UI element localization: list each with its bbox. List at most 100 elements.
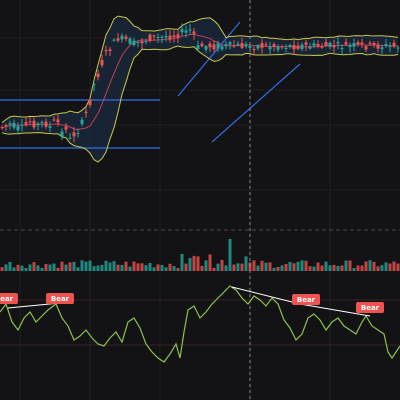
volume-bar[interactable] [276,267,280,271]
candle-up[interactable] [20,119,24,132]
volume-bar[interactable] [284,264,288,271]
volume-bar[interactable] [48,264,52,272]
candle-down[interactable] [292,40,296,56]
volume-bar[interactable] [336,266,340,271]
candle-up[interactable] [132,37,136,47]
volume-bar[interactable] [0,267,4,271]
volume-bar[interactable] [148,263,152,271]
volume-bar[interactable] [84,261,88,271]
volume-bar[interactable] [272,267,276,271]
candle-up[interactable] [380,44,384,54]
candle-up[interactable] [352,38,356,52]
candle-down[interactable] [24,116,28,127]
volume-bar[interactable] [164,267,168,271]
volume-bar[interactable] [4,264,8,271]
volume-bar[interactable] [136,263,140,271]
candle-up[interactable] [40,120,44,128]
candle-up[interactable] [36,121,40,131]
candle-up[interactable] [256,43,260,51]
candle-down[interactable] [108,47,112,57]
candle-up[interactable] [328,41,332,50]
candle-down[interactable] [72,127,76,143]
volume-bar[interactable] [356,265,360,272]
volume-bar[interactable] [176,268,180,271]
candle-down[interactable] [192,28,196,40]
volume-bar[interactable] [132,261,136,271]
volume-bar[interactable] [128,266,132,271]
candle-down[interactable] [28,116,32,125]
volume-bar[interactable] [16,264,20,271]
candle-up[interactable] [48,121,52,133]
candle-down[interactable] [32,117,36,130]
volume-bar[interactable] [180,253,184,271]
volume-bar[interactable] [108,262,112,272]
volume-bar[interactable] [220,259,224,271]
volume-bar[interactable] [120,264,124,271]
candle-up[interactable] [92,82,96,92]
volume-bar[interactable] [172,266,176,271]
candle-down[interactable] [360,38,364,48]
candle-up[interactable] [284,44,288,53]
candle-down[interactable] [260,39,264,54]
volume-bar[interactable] [324,261,328,271]
volume-bar[interactable] [56,267,60,271]
volume-bar[interactable] [372,261,376,271]
volume-bar[interactable] [32,262,36,271]
volume-bar[interactable] [192,255,196,271]
candlesticks[interactable] [0,23,400,143]
volume-bar[interactable] [288,261,292,271]
volume-bar[interactable] [152,267,156,271]
candle-down[interactable] [208,41,212,52]
candle-down[interactable] [252,46,256,56]
volume-bar[interactable] [196,256,200,271]
candle-down[interactable] [140,38,144,49]
candle-up[interactable] [16,122,20,134]
candle-down[interactable] [96,69,100,81]
volume-bar[interactable] [292,263,296,271]
candle-down[interactable] [100,54,104,68]
volume-bar[interactable] [340,265,344,272]
volume-bar[interactable] [64,264,68,271]
volume-bar[interactable] [304,260,308,271]
candle-up[interactable] [164,30,168,42]
candle-down[interactable] [104,45,108,56]
volume-bar[interactable] [88,260,92,271]
volume-bar[interactable] [216,263,220,271]
volume-bar[interactable] [80,260,84,271]
oscillator-line[interactable] [0,285,400,363]
candle-up[interactable] [204,44,208,53]
candle-up[interactable] [396,45,400,53]
candle-down[interactable] [364,44,368,53]
volume-bar[interactable] [344,260,348,271]
candle-up[interactable] [184,25,188,38]
candle-up[interactable] [80,117,84,127]
candle-down[interactable] [320,43,324,49]
volume-bar[interactable] [52,263,56,271]
volume-bar[interactable] [384,262,388,271]
candle-up[interactable] [120,33,124,43]
volume-bar[interactable] [168,263,172,271]
volume-bars[interactable] [0,239,400,272]
candle-down[interactable] [356,40,360,47]
candle-down[interactable] [56,114,60,127]
candle-down[interactable] [172,30,176,43]
volume-bar[interactable] [224,265,228,272]
volume-bar[interactable] [20,265,24,271]
candle-down[interactable] [84,107,88,118]
volume-bar[interactable] [36,265,40,271]
candle-down[interactable] [212,40,216,53]
volume-bar[interactable] [240,263,244,271]
volume-bar[interactable] [184,263,188,271]
volume-bar[interactable] [300,260,304,271]
volume-bar[interactable] [100,264,104,271]
candle-up[interactable] [188,24,192,35]
volume-bar[interactable] [368,260,372,271]
volume-bar[interactable] [364,261,368,271]
candle-up[interactable] [144,38,148,45]
volume-bar[interactable] [308,266,312,271]
volume-bar[interactable] [264,262,268,271]
candle-down[interactable] [296,42,300,51]
volume-bar[interactable] [268,262,272,271]
